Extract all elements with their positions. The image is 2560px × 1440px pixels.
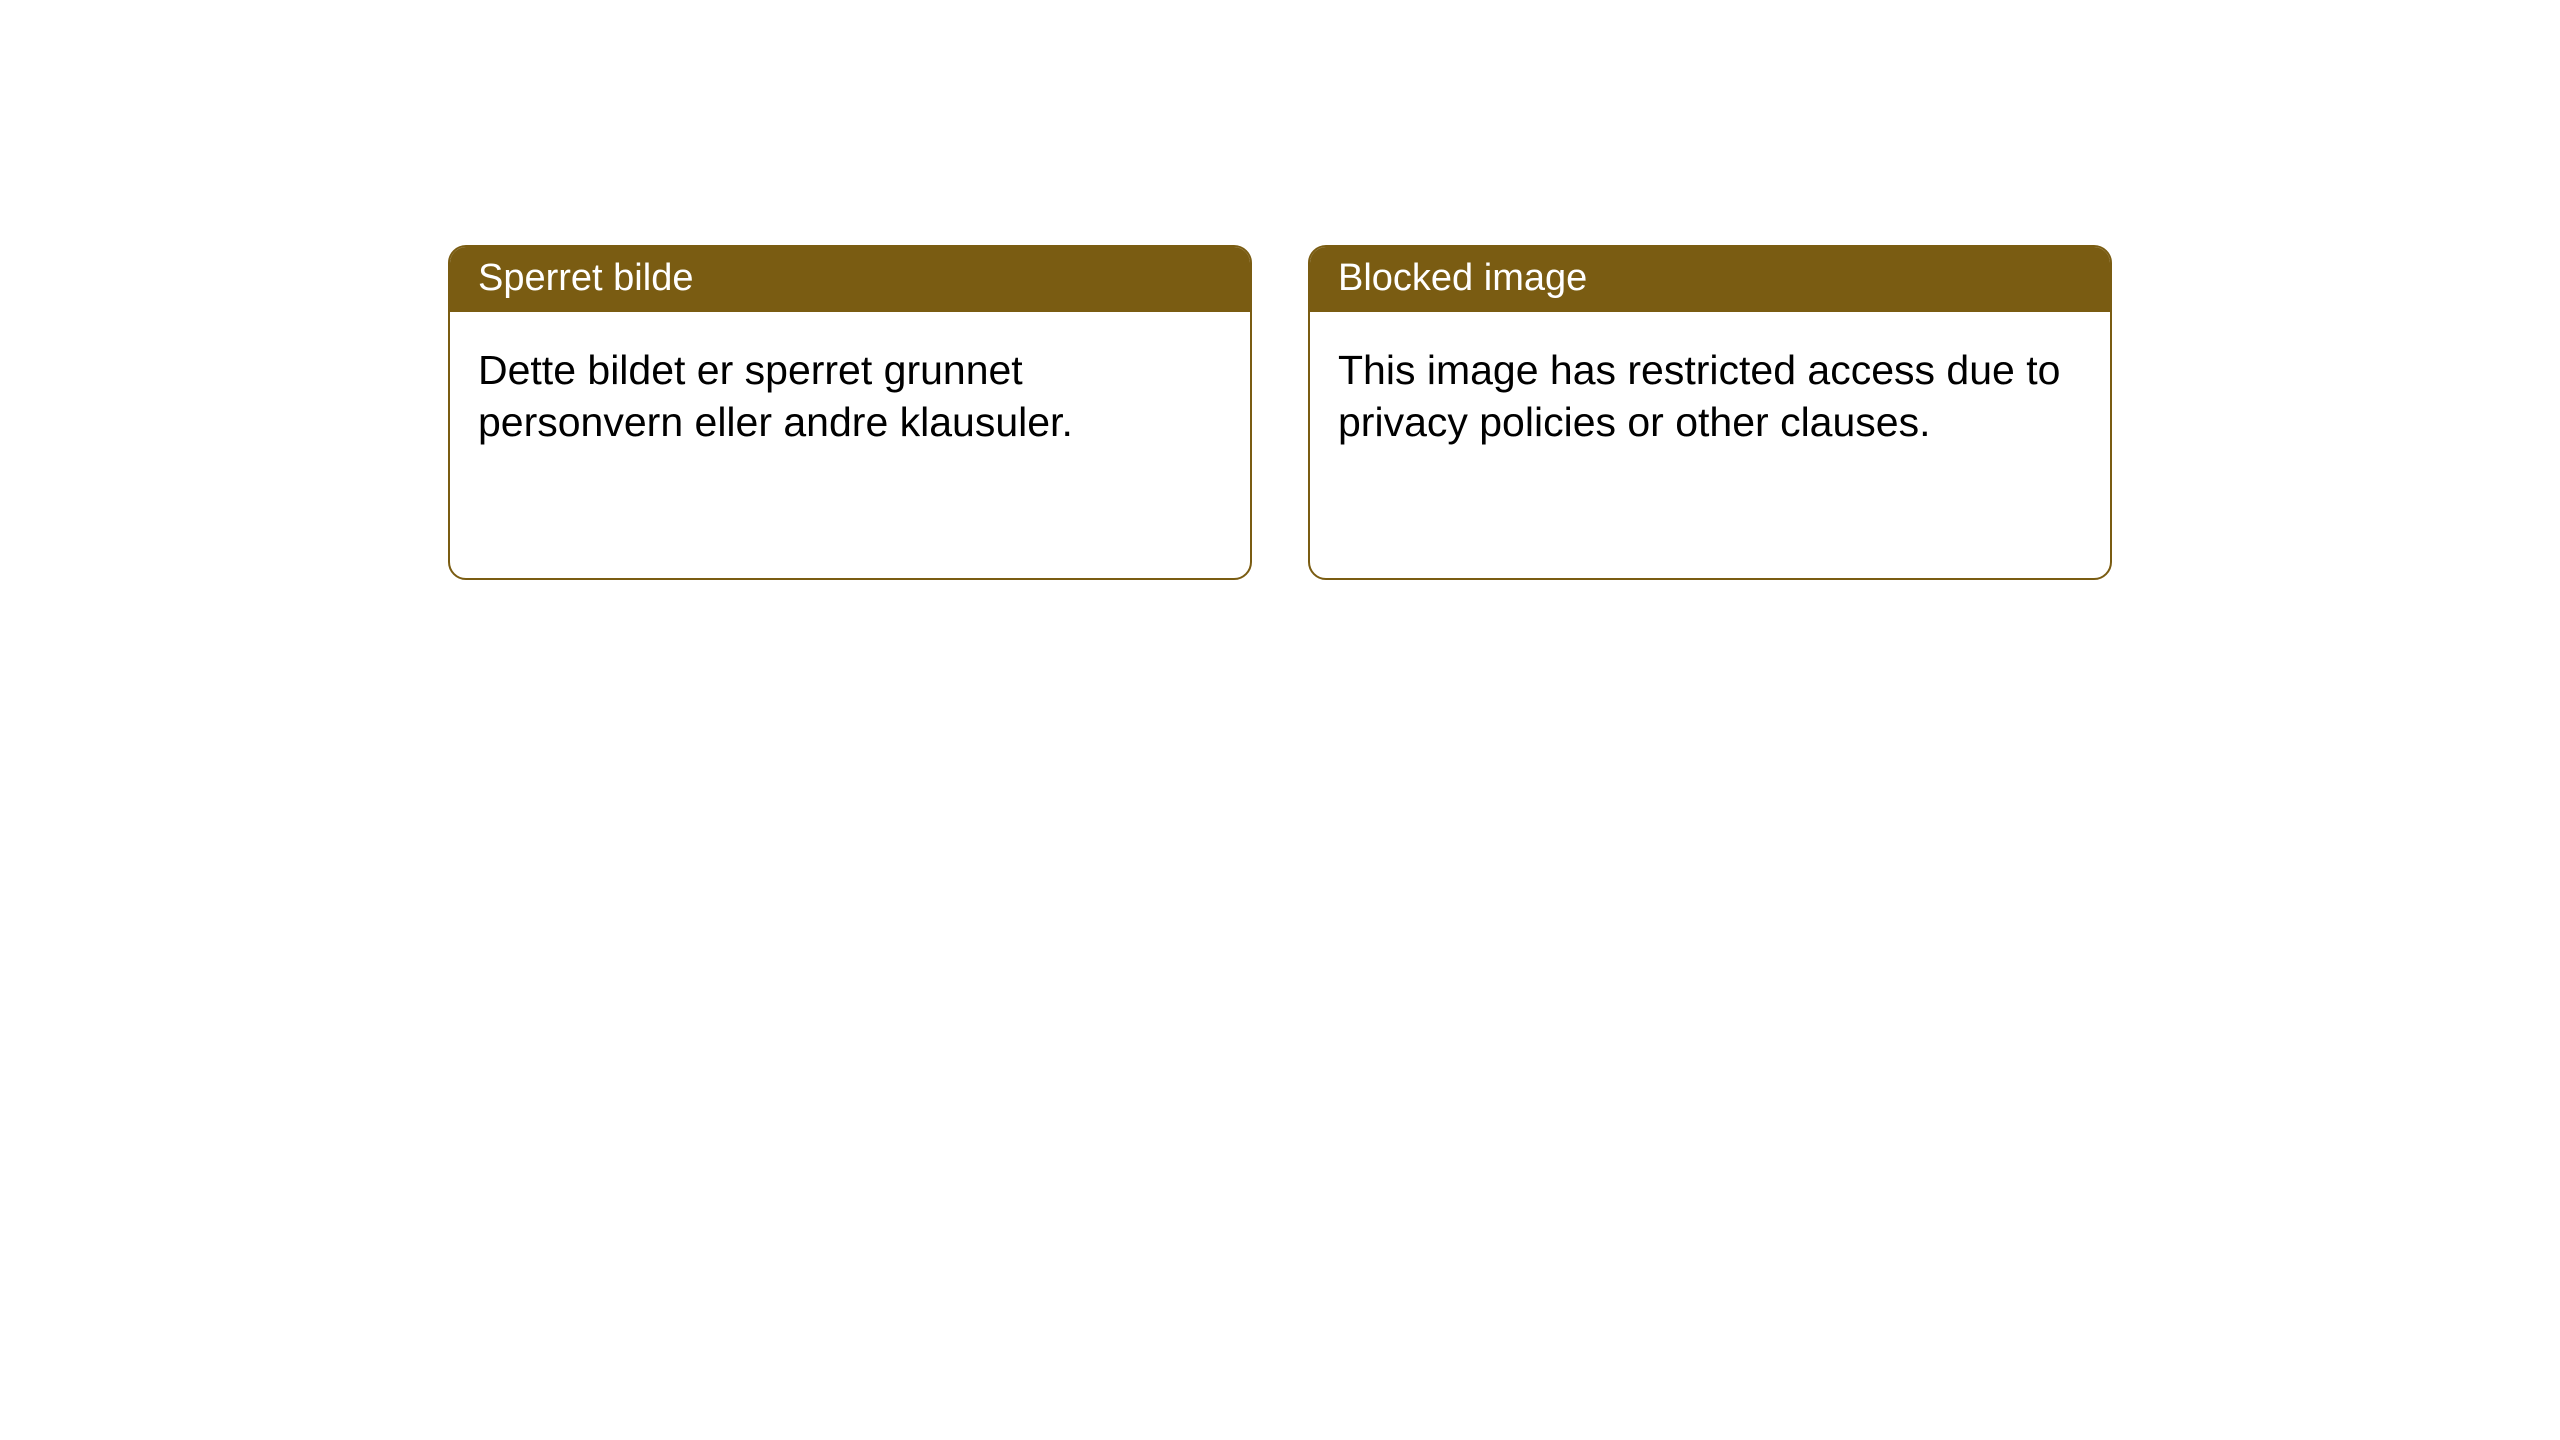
notice-body: Dette bildet er sperret grunnet personve… [450,312,1250,477]
notice-header: Sperret bilde [450,247,1250,312]
notice-title: Blocked image [1338,257,1587,299]
notice-header: Blocked image [1310,247,2110,312]
notice-body-text: Dette bildet er sperret grunnet personve… [478,347,1073,445]
notice-container: Sperret bilde Dette bildet er sperret gr… [448,245,2560,580]
notice-body: This image has restricted access due to … [1310,312,2110,477]
notice-body-text: This image has restricted access due to … [1338,347,2060,445]
notice-card-english: Blocked image This image has restricted … [1308,245,2112,580]
notice-title: Sperret bilde [478,257,693,299]
notice-card-norwegian: Sperret bilde Dette bildet er sperret gr… [448,245,1252,580]
